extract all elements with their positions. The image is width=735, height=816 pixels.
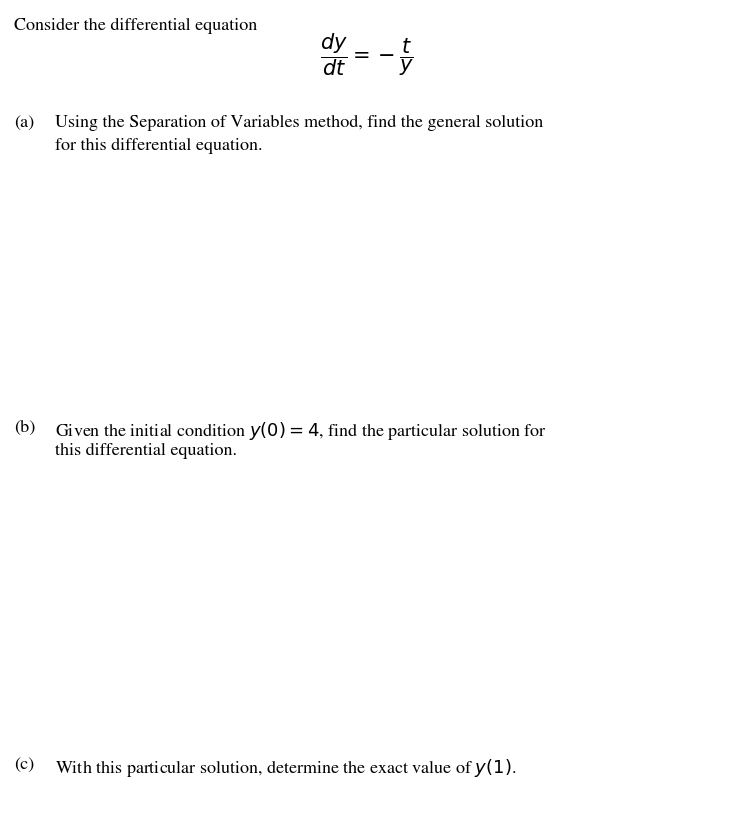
Text: (a): (a) [14,115,35,131]
Text: for this differential equation.: for this differential equation. [55,138,262,154]
Text: $\dfrac{dy}{dt} = -\dfrac{t}{y}$: $\dfrac{dy}{dt} = -\dfrac{t}{y}$ [320,32,415,78]
Text: (b): (b) [14,420,35,436]
Text: (c): (c) [14,757,35,773]
Text: this differential equation.: this differential equation. [55,443,237,459]
Text: Given the initial condition $y(0) = 4$, find the particular solution for: Given the initial condition $y(0) = 4$, … [55,420,547,442]
Text: Using the Separation of Variables method, find the general solution: Using the Separation of Variables method… [55,115,543,131]
Text: With this particular solution, determine the exact value of $y(1)$.: With this particular solution, determine… [55,757,517,779]
Text: Consider the differential equation: Consider the differential equation [14,18,257,34]
